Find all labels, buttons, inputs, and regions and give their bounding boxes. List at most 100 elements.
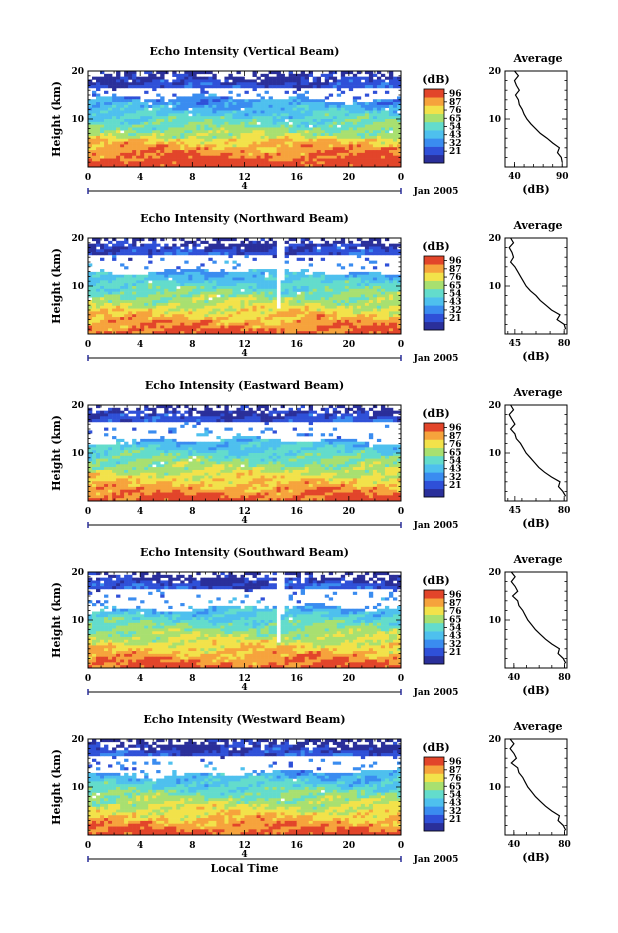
heatmap-cell	[365, 272, 369, 275]
heatmap-cell	[236, 297, 240, 300]
heatmap-cell	[377, 306, 381, 309]
heatmap-cell	[309, 85, 313, 88]
heatmap-cell	[148, 303, 152, 306]
heatmap-cell	[216, 326, 220, 329]
heatmap-cell	[204, 249, 208, 252]
heatmap-cell	[232, 153, 236, 156]
heatmap-cell	[156, 77, 160, 80]
heatmap-cell	[297, 275, 301, 278]
heatmap-cell	[389, 159, 393, 162]
heatmap-cell	[168, 289, 172, 292]
heatmap-cell	[196, 144, 200, 147]
heatmap-cell	[108, 275, 112, 278]
heatmap-cell	[285, 261, 289, 264]
heatmap-cell	[321, 408, 325, 411]
heatmap-cell	[88, 408, 92, 411]
heatmap-cell	[377, 272, 381, 275]
heatmap-cell	[208, 99, 212, 102]
heatmap-cell	[265, 77, 269, 80]
heatmap-cell	[281, 289, 285, 292]
heatmap-cell	[204, 294, 208, 297]
heatmap-cell	[232, 317, 236, 320]
heatmap-cell	[136, 153, 140, 156]
heatmap-cell	[317, 292, 321, 295]
heatmap-cell	[341, 116, 345, 119]
heatmap-cell	[333, 142, 337, 145]
heatmap-cell	[261, 309, 265, 312]
heatmap-cell	[100, 99, 104, 102]
heatmap-cell	[152, 125, 156, 128]
heatmap-cell	[249, 278, 253, 281]
heatmap-cell	[184, 116, 188, 119]
heatmap-cell	[249, 244, 253, 247]
heatmap-cell	[325, 77, 329, 80]
heatmap-cell	[152, 79, 156, 82]
heatmap-cell	[273, 323, 277, 326]
heatmap-cell	[152, 74, 156, 77]
heatmap-cell	[337, 85, 341, 88]
heatmap-cell	[349, 309, 353, 312]
heatmap-cell	[196, 286, 200, 289]
heatmap-cell	[261, 297, 265, 300]
heatmap-cell	[140, 77, 144, 80]
heatmap-cell	[208, 323, 212, 326]
heatmap-cell	[120, 150, 124, 153]
heatmap-cell	[293, 82, 297, 85]
heatmap-cell	[160, 314, 164, 317]
heatmap-cell	[289, 119, 293, 122]
heatmap-cell	[293, 122, 297, 125]
heatmap-cell	[120, 156, 124, 159]
heatmap-cell	[176, 74, 180, 77]
heatmap-cell	[188, 314, 192, 317]
heatmap-cell	[333, 139, 337, 142]
heatmap-cell	[220, 300, 224, 303]
heatmap-cell	[220, 153, 224, 156]
heatmap-cell	[100, 413, 104, 416]
heatmap-cell	[273, 153, 277, 156]
heatmap-cell	[313, 161, 317, 164]
heatmap-cell	[313, 142, 317, 145]
heatmap-cell	[385, 286, 389, 289]
heatmap-cell	[100, 142, 104, 145]
heatmap-cell	[341, 297, 345, 300]
heatmap-cell	[172, 419, 176, 422]
heatmap-cell	[172, 94, 176, 97]
heatmap-cell	[128, 320, 132, 323]
heatmap-cell	[176, 266, 180, 269]
heatmap-cell	[180, 269, 184, 272]
heatmap-cell	[349, 297, 353, 300]
heatmap-cell	[224, 159, 228, 162]
heatmap-cell	[305, 326, 309, 329]
heatmap-cell	[297, 246, 301, 249]
heatmap-cell	[249, 314, 253, 317]
heatmap-cell	[297, 408, 301, 411]
heatmap-cell	[200, 82, 204, 85]
heatmap-cell	[104, 111, 108, 114]
heatmap-cell	[245, 328, 249, 331]
heatmap-cell	[152, 283, 156, 286]
heatmap-cell	[96, 309, 100, 312]
heatmap-cell	[96, 323, 100, 326]
heatmap-cell	[305, 300, 309, 303]
heatmap-cell	[120, 244, 124, 247]
heatmap-cell	[236, 289, 240, 292]
heatmap-cell	[321, 127, 325, 130]
heatmap-cell	[116, 127, 120, 130]
heatmap-cell	[152, 111, 156, 114]
heatmap-cell	[361, 294, 365, 297]
heatmap-cell	[357, 314, 361, 317]
heatmap-cell	[381, 125, 385, 128]
heatmap-cell	[148, 74, 152, 77]
heatmap-cell	[140, 311, 144, 314]
heatmap-cell	[228, 275, 232, 278]
heatmap-cell	[112, 144, 116, 147]
heatmap-cell	[132, 303, 136, 306]
heatmap-cell	[381, 300, 385, 303]
heatmap-cell	[329, 292, 333, 295]
heatmap-cell	[124, 99, 128, 102]
heatmap-cell	[100, 79, 104, 82]
heatmap-cell	[124, 161, 128, 164]
heatmap-cell	[236, 411, 240, 414]
heatmap-cell	[289, 411, 293, 414]
heatmap-cell	[92, 323, 96, 326]
